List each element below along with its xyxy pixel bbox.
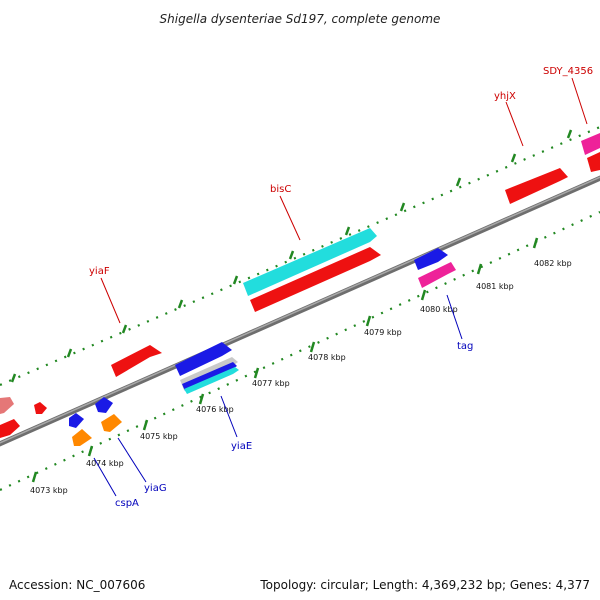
tick-label-4075: 4075 kbp — [140, 432, 178, 441]
genome-backbone — [0, 175, 600, 447]
backbone-line — [0, 175, 600, 447]
major-tick — [31, 471, 38, 483]
outer-major-tick — [399, 202, 406, 212]
gene-label-yiaE[interactable]: yiaE — [231, 441, 252, 452]
tick-label-4078: 4078 kbp — [308, 353, 346, 362]
inner-tick-track — [0, 211, 600, 491]
feature-yiaE-cyan[interactable] — [184, 367, 239, 394]
outer-tick-dots — [0, 125, 600, 387]
tick-label-4081: 4081 kbp — [476, 282, 514, 291]
feature-yiaF-cds[interactable] — [111, 345, 162, 377]
gene-label-cspA[interactable]: cspA — [115, 498, 139, 509]
tick-label-4077: 4077 kbp — [252, 379, 290, 388]
feature-tag-pink[interactable] — [418, 262, 456, 288]
major-tick — [198, 393, 205, 405]
tick-label-4079: 4079 kbp — [364, 328, 402, 337]
leader-yiaE — [220, 395, 238, 438]
feature-tag-cds[interactable] — [414, 248, 448, 270]
feature-yiaG-orange[interactable] — [101, 414, 122, 432]
leader-yiaG — [117, 437, 147, 483]
major-tick — [87, 445, 94, 457]
major-tick — [365, 315, 372, 327]
outer-major-ticks — [10, 129, 573, 383]
gene-label-yiaF[interactable]: yiaF — [89, 266, 110, 277]
major-tick — [142, 419, 149, 431]
tick-label-4076: 4076 kbp — [196, 405, 234, 414]
outer-major-tick — [566, 129, 573, 139]
major-tick — [532, 237, 539, 249]
gene-label-tag[interactable]: tag — [457, 341, 473, 352]
feature-SDY4356-cds[interactable] — [587, 152, 600, 172]
outer-major-tick — [232, 275, 239, 285]
major-tick — [253, 367, 260, 379]
leader-bisC — [279, 195, 301, 241]
outer-tick-track — [0, 125, 600, 387]
leader-SDY4356 — [571, 77, 588, 125]
label-leaders — [93, 77, 588, 497]
feature-pink-left[interactable] — [0, 397, 14, 414]
feature-red-small[interactable] — [34, 402, 47, 414]
outer-major-tick — [510, 153, 517, 163]
feature-cspA-cds[interactable] — [69, 413, 84, 428]
feature-yiaG-cds[interactable] — [95, 397, 113, 413]
outer-major-tick — [66, 348, 73, 358]
inner-tick-dots — [0, 211, 600, 491]
gene-labels: SDY_4356 yhjX bisC yiaF tag yiaE yiaG cs… — [89, 66, 593, 509]
feature-yiaE-blue-strip[interactable] — [182, 362, 237, 391]
major-tick — [309, 341, 316, 353]
tick-label-4073: 4073 kbp — [30, 486, 68, 495]
feature-yiaE-cds[interactable] — [175, 342, 232, 376]
feature-red-left[interactable] — [0, 419, 20, 438]
tick-label-4074: 4074 kbp — [86, 459, 124, 468]
tick-label-group: 4073 kbp 4074 kbp 4075 kbp 4076 kbp 4077… — [30, 237, 572, 495]
gene-label-SDY4356[interactable]: SDY_4356 — [543, 66, 593, 77]
gene-label-yiaG[interactable]: yiaG — [144, 483, 167, 494]
leader-yiaF — [100, 277, 121, 324]
outer-major-tick — [288, 250, 295, 260]
feature-SDY4356-pink[interactable] — [581, 133, 600, 155]
leader-cspA — [93, 457, 117, 497]
gene-label-yhjX[interactable]: yhjX — [494, 91, 516, 102]
backbone-highlight — [0, 176, 600, 444]
major-tick — [476, 263, 483, 275]
feature-yhjX-cds[interactable] — [505, 168, 568, 204]
map-title: Shigella dysenteriae Sd197, complete gen… — [160, 12, 441, 26]
feature-group — [0, 133, 600, 446]
major-tick — [420, 289, 427, 301]
tick-label-4082: 4082 kbp — [534, 259, 572, 268]
outer-major-tick — [177, 299, 184, 309]
leader-tag — [446, 294, 463, 340]
outer-major-tick — [121, 324, 128, 334]
outer-major-tick — [344, 226, 351, 236]
feature-cspA-orange[interactable] — [72, 429, 92, 446]
outer-major-tick — [10, 373, 17, 383]
leader-yhjX — [505, 101, 524, 147]
outer-major-tick — [455, 177, 462, 187]
genome-summary-text: Topology: circular; Length: 4,369,232 bp… — [260, 578, 590, 592]
accession-text: Accession: NC_007606 — [9, 578, 146, 592]
feature-bisC-cds[interactable] — [250, 247, 381, 312]
feature-bisC-rna[interactable] — [243, 228, 377, 296]
gene-label-bisC[interactable]: bisC — [270, 184, 291, 195]
tick-label-4080: 4080 kbp — [420, 305, 458, 314]
